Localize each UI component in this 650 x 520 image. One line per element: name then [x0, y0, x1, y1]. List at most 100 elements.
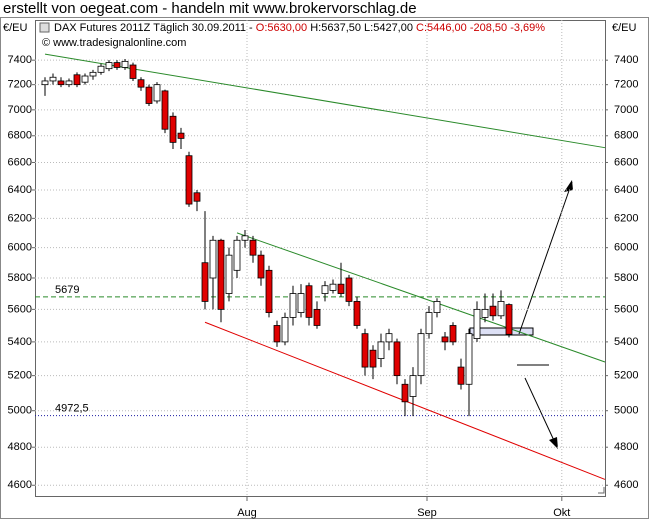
y-tick-label: 7000	[8, 104, 32, 116]
candle-body	[97, 65, 105, 73]
header-segment: O:5630,00	[256, 22, 310, 34]
candle-body	[249, 239, 257, 256]
candle-body	[225, 254, 233, 294]
y-tick-label: 6400	[8, 184, 32, 196]
candle-body	[321, 285, 329, 294]
candle-body	[113, 62, 121, 68]
candle-body	[241, 235, 249, 241]
arrow-head	[564, 180, 573, 192]
y-tick-label: 5800	[8, 272, 32, 284]
y-tick-label: 7400	[8, 54, 32, 66]
candle-body	[145, 86, 153, 104]
annotation-box	[469, 327, 534, 336]
candle-body	[257, 254, 265, 279]
candle-body	[105, 62, 113, 70]
header-segment: C:5446,00 -208,50 -3,69%	[416, 22, 545, 34]
candle-body	[401, 383, 409, 403]
candle-body	[417, 333, 425, 377]
candle-body	[41, 80, 49, 86]
candle-body	[377, 341, 385, 360]
y-tick-label: 6000	[8, 242, 32, 254]
candle-body	[385, 333, 393, 343]
candle-body	[425, 312, 433, 335]
y-tick-label: 4800	[8, 441, 32, 453]
y-tick-label: 5400	[8, 336, 32, 348]
candle-body	[177, 132, 185, 139]
y-tick-label: 5600	[8, 303, 32, 315]
candle-body	[393, 341, 401, 377]
trend-line	[236, 232, 606, 363]
y-tick-label: 6000	[614, 242, 638, 254]
y-tick-label: 7200	[614, 79, 638, 91]
y-tick-label: 5000	[614, 405, 638, 417]
candle-body	[297, 293, 305, 313]
header-icon	[39, 22, 50, 33]
plot-border	[35, 20, 606, 497]
resize-icon	[598, 487, 605, 494]
candle-body	[73, 74, 81, 86]
y-tick-label: 4600	[8, 479, 32, 491]
y-tick-label: 7000	[614, 104, 638, 116]
candle-body	[281, 316, 289, 343]
y-tick-label: 6600	[8, 156, 32, 168]
candle-body	[505, 304, 513, 335]
candle-body	[209, 239, 217, 279]
y-tick-label: 5200	[614, 370, 638, 382]
chart-title: erstellt von oegeat.com - handeln mit ww…	[3, 0, 417, 17]
y-tick-label: 7400	[614, 54, 638, 66]
level-label: 4972,5	[55, 403, 89, 415]
candle-body	[409, 375, 417, 397]
level-label: 5679	[55, 284, 79, 296]
candle-body	[169, 115, 177, 143]
y-tick-label: 5400	[614, 336, 638, 348]
arrow-up	[518, 181, 573, 335]
y-tick-label: 6600	[614, 156, 638, 168]
candle-body	[129, 64, 137, 79]
candle-body	[337, 283, 345, 294]
y-tick-label: 6200	[8, 212, 32, 224]
candle-body	[49, 76, 57, 82]
chart-header: DAX Futures 2011Z Täglich 30.09.2011 - O…	[54, 22, 545, 34]
x-tick-label: Okt	[553, 507, 570, 519]
candle-body	[305, 285, 313, 318]
y-tick-label: 6200	[614, 212, 638, 224]
candle-body	[313, 308, 321, 326]
candle-body	[217, 239, 225, 310]
y-axis-label-right: €/EU	[612, 22, 637, 34]
candle-body	[497, 301, 505, 317]
candle-body	[433, 301, 441, 313]
candle-body	[489, 305, 497, 317]
arrow-head	[549, 437, 558, 449]
candle-body	[57, 80, 65, 86]
y-tick-label: 7200	[8, 79, 32, 91]
candle-body	[137, 79, 145, 88]
candle-body	[369, 349, 377, 368]
frame	[0, 17, 649, 519]
y-tick-label: 6800	[8, 130, 32, 142]
candle-body	[289, 293, 297, 318]
y-axis-label-left: €/EU	[3, 22, 28, 34]
candle-body	[273, 325, 281, 343]
x-tick-label: Sep	[417, 507, 437, 519]
source: © www.tradesignalonline.com	[42, 37, 186, 49]
candle-body	[121, 60, 129, 68]
candle-body	[65, 80, 73, 86]
candle-body	[89, 71, 97, 77]
candle-body	[185, 155, 193, 205]
candle-body	[441, 336, 449, 343]
y-tick-label: 5200	[8, 370, 32, 382]
candle-body	[465, 333, 473, 385]
candle-body	[201, 262, 209, 302]
candle-body	[361, 333, 369, 368]
trend-line	[44, 53, 606, 149]
candle-body	[161, 90, 169, 130]
y-tick-label: 4600	[614, 479, 638, 491]
candle-body	[153, 84, 161, 102]
y-tick-label: 6800	[614, 130, 638, 142]
candle-body	[233, 239, 241, 271]
y-tick-label: 5800	[614, 272, 638, 284]
candle-body	[265, 269, 273, 313]
candle-body	[353, 301, 361, 326]
